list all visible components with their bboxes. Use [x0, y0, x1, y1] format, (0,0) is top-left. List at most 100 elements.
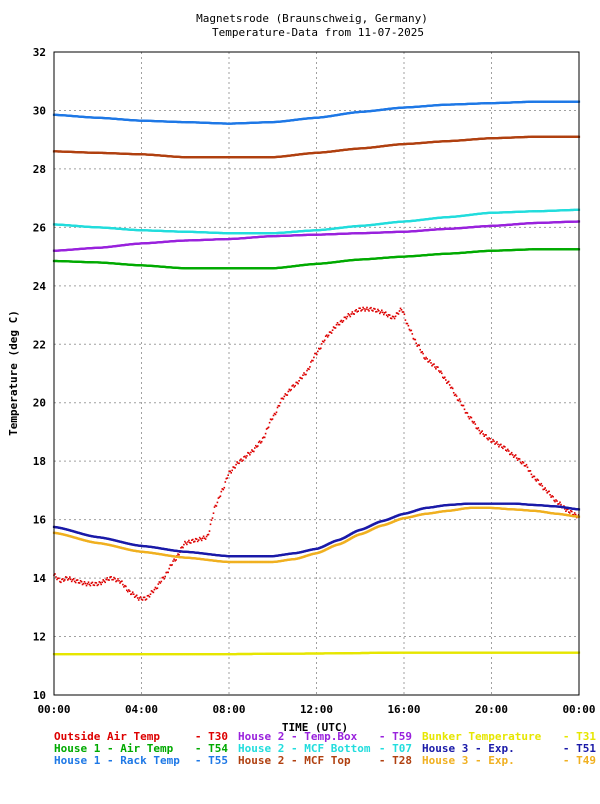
data-point [565, 510, 567, 512]
data-point [192, 539, 194, 541]
data-point [183, 544, 185, 546]
data-point [158, 583, 160, 585]
data-point [157, 587, 159, 589]
data-point [127, 591, 129, 593]
data-point [353, 313, 355, 315]
data-point [460, 401, 462, 403]
data-point [310, 361, 312, 363]
data-point [534, 476, 536, 478]
data-point [508, 450, 510, 452]
data-point [352, 311, 354, 313]
data-point [542, 485, 544, 487]
chart-subtitle: Temperature-Data from 11-07-2025 [212, 26, 424, 39]
data-point [276, 412, 278, 414]
data-point [538, 479, 540, 481]
data-point [198, 539, 200, 541]
data-point [393, 316, 395, 318]
data-point [327, 336, 329, 338]
data-point [234, 467, 236, 469]
data-point [574, 512, 576, 514]
data-point [261, 441, 263, 443]
data-point [250, 452, 252, 454]
data-point [434, 366, 436, 368]
data-point [493, 441, 495, 443]
data-point [238, 463, 240, 465]
data-point [98, 584, 100, 586]
data-point [69, 576, 71, 578]
data-point [545, 490, 547, 492]
data-point [394, 318, 396, 320]
data-point [437, 366, 439, 368]
data-point [223, 489, 225, 491]
data-point [383, 314, 385, 316]
data-point [226, 477, 228, 479]
data-point [408, 325, 410, 327]
data-point [312, 360, 314, 362]
data-point [55, 576, 57, 578]
data-point [506, 450, 508, 452]
data-point [459, 398, 461, 400]
data-point [136, 595, 138, 597]
data-point [355, 309, 357, 311]
data-point [382, 312, 384, 314]
data-point [346, 318, 348, 320]
data-point [81, 581, 83, 583]
data-point [497, 444, 499, 446]
data-point [212, 517, 214, 519]
data-point [108, 579, 110, 581]
data-point [558, 503, 560, 505]
data-point [100, 584, 102, 586]
data-point [184, 541, 186, 543]
data-point [303, 372, 305, 374]
data-point [287, 394, 289, 396]
data-point [246, 455, 248, 457]
data-point [244, 456, 246, 458]
data-point [482, 433, 484, 435]
data-point [68, 578, 70, 580]
data-point [387, 316, 389, 318]
data-point [337, 322, 339, 324]
data-point [240, 458, 242, 460]
data-point [142, 599, 144, 601]
data-point [411, 330, 413, 332]
data-point [521, 463, 523, 465]
data-point [290, 389, 292, 391]
data-point [297, 383, 299, 385]
data-point [463, 405, 465, 407]
data-point [306, 370, 308, 372]
grid-layer [54, 52, 579, 695]
data-point [171, 564, 173, 566]
data-point [469, 418, 471, 420]
data-point [277, 407, 279, 409]
data-point [341, 320, 343, 322]
data-point [560, 504, 562, 506]
data-point [448, 381, 450, 383]
data-point [386, 314, 388, 316]
data-point [305, 374, 307, 376]
data-point [403, 311, 405, 313]
data-point [365, 308, 367, 310]
data-point [185, 542, 187, 544]
data-point [435, 368, 437, 370]
data-point [395, 316, 397, 318]
data-point [331, 332, 333, 334]
data-point [453, 392, 455, 394]
data-point [364, 310, 366, 312]
data-point [84, 581, 86, 583]
data-point [77, 579, 79, 581]
data-point [88, 581, 90, 583]
data-point [167, 572, 169, 574]
data-point [407, 323, 409, 325]
data-point [313, 357, 315, 359]
data-point [118, 580, 120, 582]
data-point [208, 534, 210, 536]
data-point [519, 458, 521, 460]
data-point [339, 324, 341, 326]
data-point [489, 438, 491, 440]
data-point [231, 470, 233, 472]
data-point [220, 495, 222, 497]
data-point [265, 433, 267, 435]
data-point [336, 324, 338, 326]
data-point [64, 579, 66, 581]
data-point [536, 480, 538, 482]
